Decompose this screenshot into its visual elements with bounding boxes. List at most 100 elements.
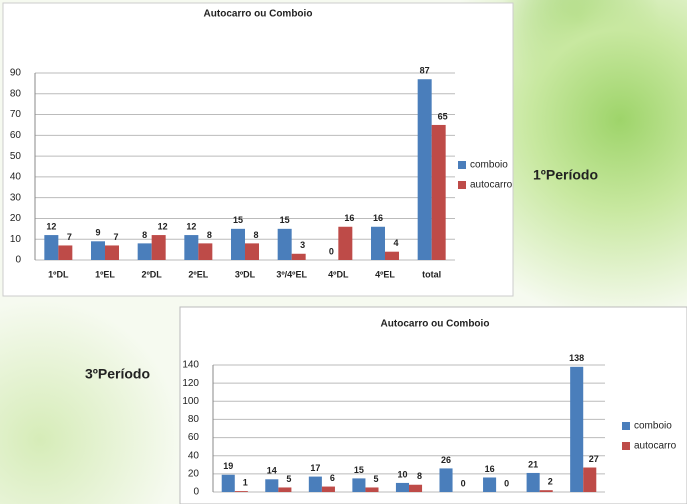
period-label: 3ºPeríodo <box>85 366 150 382</box>
value-label: 5 <box>286 474 291 484</box>
y-tick-label: 70 <box>10 109 22 120</box>
y-tick-label: 20 <box>10 213 22 224</box>
x-tick-label: total <box>422 269 441 279</box>
chart-title: Autocarro ou Comboio <box>381 319 490 330</box>
bar <box>245 243 259 260</box>
y-tick-label: 20 <box>188 468 200 479</box>
x-tick-label: 2ºEL <box>188 269 208 279</box>
value-label: 5 <box>373 474 378 484</box>
bar <box>395 482 409 492</box>
y-tick-label: 40 <box>10 172 22 183</box>
y-tick-label: 0 <box>193 487 199 498</box>
value-label: 8 <box>417 471 422 481</box>
legend-swatch <box>458 161 466 169</box>
value-label: 87 <box>420 66 430 76</box>
value-label: 2 <box>548 477 553 487</box>
chart-frame <box>179 306 687 504</box>
legend-label: autocarro <box>634 441 677 452</box>
y-tick-label: 10 <box>10 234 22 245</box>
value-label: 8 <box>142 230 147 240</box>
bar <box>308 476 322 492</box>
bar <box>417 79 432 260</box>
bar <box>234 491 248 492</box>
y-tick-label: 60 <box>188 432 200 443</box>
value-label: 17 <box>310 463 320 473</box>
x-tick-label: 3º/4ºEL <box>276 269 307 279</box>
y-tick-label: 40 <box>188 450 200 461</box>
bar <box>352 478 366 492</box>
value-label: 8 <box>207 230 212 240</box>
bar <box>409 484 423 492</box>
legend-swatch <box>622 422 630 430</box>
value-label: 4 <box>393 238 398 248</box>
value-label: 19 <box>223 461 233 471</box>
legend-swatch <box>622 442 630 450</box>
x-tick-label: 1ºEL <box>95 269 115 279</box>
value-label: 6 <box>330 473 335 483</box>
bar <box>231 228 245 260</box>
bar <box>371 226 385 260</box>
bar <box>277 228 292 260</box>
bar <box>151 235 166 260</box>
value-label: 9 <box>95 228 100 238</box>
bar <box>278 487 292 492</box>
bar <box>44 235 59 260</box>
bar <box>58 245 73 260</box>
value-label: 27 <box>589 454 599 464</box>
bar <box>291 253 306 260</box>
y-tick-label: 30 <box>10 192 22 203</box>
y-tick-label: 80 <box>10 88 22 99</box>
y-tick-label: 100 <box>182 396 199 407</box>
bar <box>91 241 105 260</box>
y-tick-label: 120 <box>182 378 199 389</box>
legend-label: comboio <box>634 421 672 432</box>
bar <box>338 226 353 260</box>
chart-title: Autocarro ou Comboio <box>204 9 313 20</box>
y-tick-label: 80 <box>188 414 200 425</box>
bar <box>570 366 584 492</box>
value-label: 0 <box>461 478 466 488</box>
value-label: 15 <box>354 465 364 475</box>
value-label: 0 <box>504 478 509 488</box>
y-tick-label: 60 <box>10 130 22 141</box>
value-label: 3 <box>300 240 305 250</box>
bar <box>221 474 235 492</box>
bar <box>365 487 379 492</box>
value-label: 7 <box>113 232 118 242</box>
legend-swatch <box>458 181 466 189</box>
period-label: 1ºPeríodo <box>533 167 598 183</box>
bar <box>184 235 199 260</box>
bar <box>539 490 553 492</box>
bar <box>198 243 213 260</box>
value-label: 12 <box>46 221 56 231</box>
x-tick-label: 1ºDL <box>48 269 69 279</box>
value-label: 26 <box>441 455 451 465</box>
value-label: 16 <box>373 213 383 223</box>
x-tick-label: 4ºDL <box>328 269 349 279</box>
x-tick-label: 2ºDL <box>142 269 163 279</box>
value-label: 1 <box>243 477 248 487</box>
value-label: 138 <box>569 353 584 363</box>
value-label: 65 <box>438 111 448 121</box>
y-tick-label: 50 <box>10 151 22 162</box>
bar <box>385 251 399 260</box>
bar <box>439 468 453 492</box>
bar <box>431 124 446 260</box>
value-label: 12 <box>158 221 168 231</box>
value-label: 16 <box>485 464 495 474</box>
value-label: 15 <box>280 215 290 225</box>
x-tick-label: 3ºDL <box>235 269 256 279</box>
bar <box>321 486 335 492</box>
legend-label: autocarro <box>470 180 513 191</box>
bar <box>265 479 279 492</box>
bar <box>526 472 540 492</box>
value-label: 10 <box>397 469 407 479</box>
y-tick-label: 90 <box>10 68 22 79</box>
value-label: 14 <box>267 466 277 476</box>
legend-label: comboio <box>470 160 508 171</box>
value-label: 15 <box>233 215 243 225</box>
value-label: 8 <box>253 230 258 240</box>
bar <box>483 477 497 492</box>
